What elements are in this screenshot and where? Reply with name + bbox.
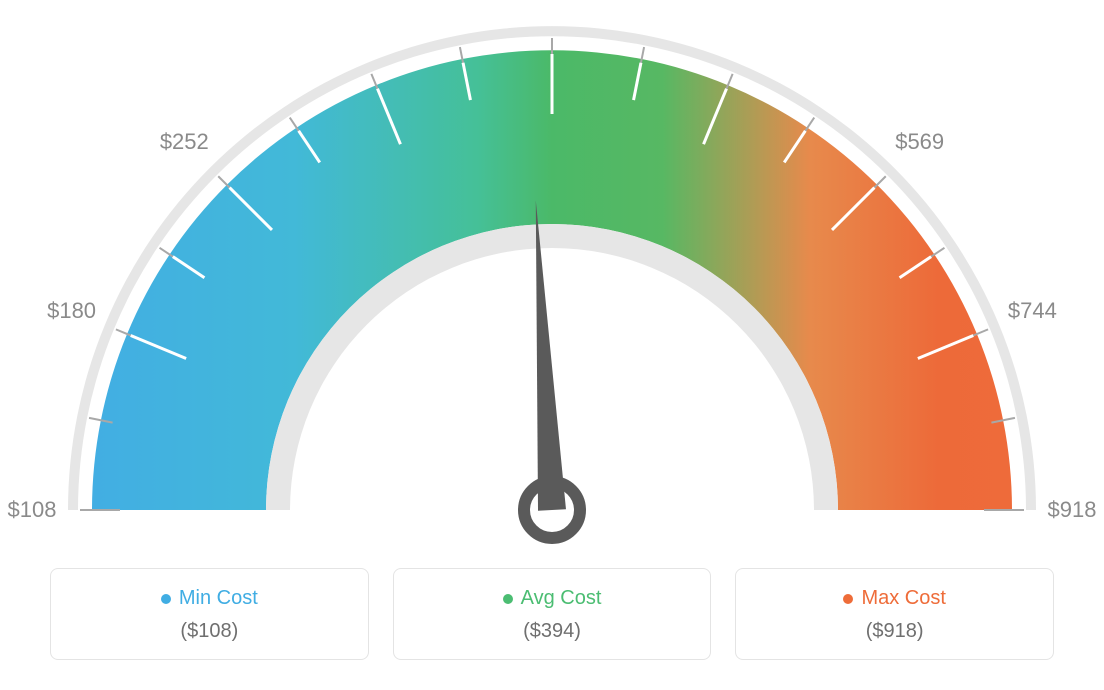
dot-icon [843, 594, 853, 604]
gauge-svg [0, 0, 1104, 560]
dot-icon [503, 594, 513, 604]
legend-value-max: ($918) [746, 620, 1043, 643]
scale-label: $394 [528, 0, 577, 3]
scale-label: $569 [895, 129, 944, 155]
legend-title-avg: Avg Cost [503, 587, 602, 610]
dot-icon [161, 594, 171, 604]
legend-title-text: Max Cost [861, 587, 945, 610]
legend-value-avg: ($394) [404, 620, 701, 643]
legend-card-min: Min Cost ($108) [50, 568, 369, 660]
legend-title-text: Avg Cost [521, 587, 602, 610]
legend-value-min: ($108) [61, 620, 358, 643]
scale-label: $744 [1008, 298, 1057, 324]
legend-row: Min Cost ($108) Avg Cost ($394) Max Cost… [50, 568, 1054, 660]
scale-label: $918 [1048, 497, 1097, 523]
legend-card-avg: Avg Cost ($394) [393, 568, 712, 660]
scale-label: $180 [47, 298, 96, 324]
legend-title-text: Min Cost [179, 587, 258, 610]
legend-card-max: Max Cost ($918) [735, 568, 1054, 660]
legend-title-max: Max Cost [843, 587, 945, 610]
scale-label: $252 [160, 129, 209, 155]
gauge-chart: $108 $180 $252 $394 $569 $744 $918 [0, 0, 1104, 560]
legend-title-min: Min Cost [161, 587, 258, 610]
scale-label: $108 [8, 497, 57, 523]
